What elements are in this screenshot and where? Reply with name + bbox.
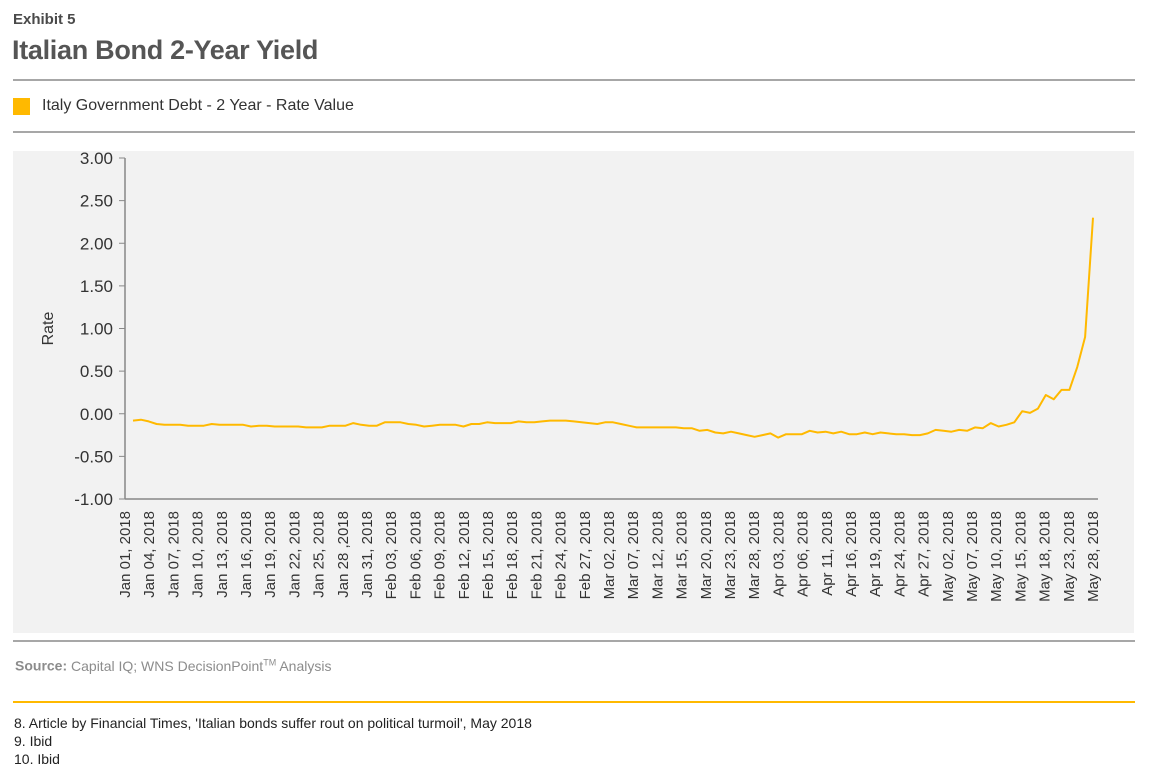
footnote: 8. Article by Financial Times, 'Italian … — [14, 715, 532, 731]
legend-swatch — [13, 97, 30, 115]
x-tick-label: Mar 12, 2018 — [649, 511, 666, 599]
line-chart: 3.00 2.50 2.00 1.50 1.00 0.50 0.00 -0.50 -1.00 J… — [40, 151, 1102, 602]
y-tick-label: -0.50 — [74, 447, 113, 466]
x-tick-label: Apr 06, 2018 — [795, 511, 812, 597]
source-text: Capital IQ; WNS DecisionPointTM Analysis — [71, 657, 332, 674]
x-tick-label: May 23, 2018 — [1061, 511, 1078, 602]
y-axis-ticks: 3.00 2.50 2.00 1.50 1.00 0.50 0.00 -0.50 -1.00 — [74, 151, 125, 509]
x-tick-label: Jan 16, 2018 — [238, 511, 255, 598]
legend-divider — [13, 131, 1135, 133]
y-tick-label: 1.00 — [80, 320, 113, 339]
x-tick-label: May 07, 2018 — [964, 511, 981, 602]
x-tick-label: Apr 03, 2018 — [770, 511, 787, 597]
source-label: Source: — [15, 657, 68, 674]
y-tick-label: -1.00 — [74, 490, 113, 509]
footnote: 9. Ibid — [14, 733, 53, 749]
x-tick-label: Mar 28, 2018 — [746, 511, 763, 599]
chart-bottom-divider — [13, 640, 1135, 642]
x-tick-label: Jan 07, 2018 — [165, 511, 182, 598]
x-tick-label: May 10, 2018 — [988, 511, 1005, 602]
title-divider — [13, 79, 1135, 81]
x-tick-label: May 02, 2018 — [940, 511, 957, 602]
x-tick-label: Mar 20, 2018 — [698, 511, 715, 599]
x-axis-ticks: Jan 01, 2018 Jan 04, 2018 Jan 07, 2018 Jan … — [117, 511, 1102, 602]
footnotes: 8. Article by Financial Times, 'Italian … — [14, 714, 532, 768]
source-name: Capital IQ; WNS DecisionPoint — [71, 657, 264, 674]
x-tick-label: Feb 12, 2018 — [456, 511, 473, 599]
x-tick-label: Apr 24, 2018 — [891, 511, 908, 597]
x-tick-label: Mar 07, 2018 — [625, 511, 642, 599]
x-tick-label: Apr 27, 2018 — [916, 511, 933, 597]
source-note: Source: Capital IQ; WNS DecisionPointTM … — [15, 657, 331, 674]
page-title: Italian Bond 2-Year Yield — [12, 35, 319, 65]
x-tick-label: Jan 10, 2018 — [190, 511, 207, 598]
x-tick-label: May 15, 2018 — [1012, 511, 1029, 602]
y-axis-title: Rate — [40, 312, 57, 346]
series-line — [132, 217, 1094, 439]
x-tick-label: Feb 06, 2018 — [407, 511, 424, 599]
x-tick-label: Jan 22, 2018 — [286, 511, 303, 598]
x-tick-label: Jan 25, 2018 — [311, 511, 328, 598]
x-tick-label: Apr 11, 2018 — [819, 511, 836, 596]
y-tick-label: 1.50 — [80, 277, 113, 296]
footnote: 10. Ibid — [14, 751, 60, 767]
x-tick-label: Jan 31, 2018 — [359, 511, 376, 598]
x-tick-label: Apr 16, 2018 — [843, 511, 860, 597]
chart-area: 3.00 2.50 2.00 1.50 1.00 0.50 0.00 -0.50 -1.00 J… — [13, 151, 1134, 633]
x-tick-label: Feb 24, 2018 — [553, 511, 570, 599]
x-tick-label: Feb 15, 2018 — [480, 511, 497, 599]
footnote-divider — [13, 701, 1135, 703]
x-tick-label: Feb 09, 2018 — [432, 511, 449, 599]
x-tick-label: Feb 27, 2018 — [577, 511, 594, 599]
x-tick-label: Jan 04, 2018 — [141, 511, 158, 598]
y-tick-label: 2.50 — [80, 192, 113, 211]
series-group — [132, 217, 1094, 439]
exhibit-label: Exhibit 5 — [13, 11, 76, 28]
legend-label: Italy Government Debt - 2 Year - Rate Va… — [42, 97, 354, 114]
x-tick-label: Mar 15, 2018 — [674, 511, 691, 599]
x-tick-label: Feb 03, 2018 — [383, 511, 400, 599]
x-tick-label: Jan 13, 2018 — [214, 511, 231, 598]
x-tick-label: Jan 19, 2018 — [262, 511, 279, 598]
x-tick-label: Mar 02, 2018 — [601, 511, 618, 599]
x-tick-label: Jan 01, 2018 — [117, 511, 134, 598]
legend: Italy Government Debt - 2 Year - Rate Va… — [13, 97, 354, 115]
x-tick-label: Mar 23, 2018 — [722, 511, 739, 599]
x-tick-label: May 28, 2018 — [1085, 511, 1102, 602]
trademark-mark: TM — [263, 657, 277, 667]
x-tick-label: Feb 18, 2018 — [504, 511, 521, 599]
y-tick-label: 0.50 — [80, 362, 113, 381]
y-tick-label: 2.00 — [80, 234, 113, 253]
y-tick-label: 3.00 — [80, 151, 113, 168]
x-tick-label: Apr 19, 2018 — [867, 511, 884, 597]
x-tick-label: Jan 28 ,2018 — [335, 511, 352, 598]
source-suffix: Analysis — [276, 657, 332, 674]
x-tick-label: May 18, 2018 — [1037, 511, 1054, 602]
x-tick-label: Feb 21, 2018 — [528, 511, 545, 599]
y-tick-label: 0.00 — [80, 405, 113, 424]
